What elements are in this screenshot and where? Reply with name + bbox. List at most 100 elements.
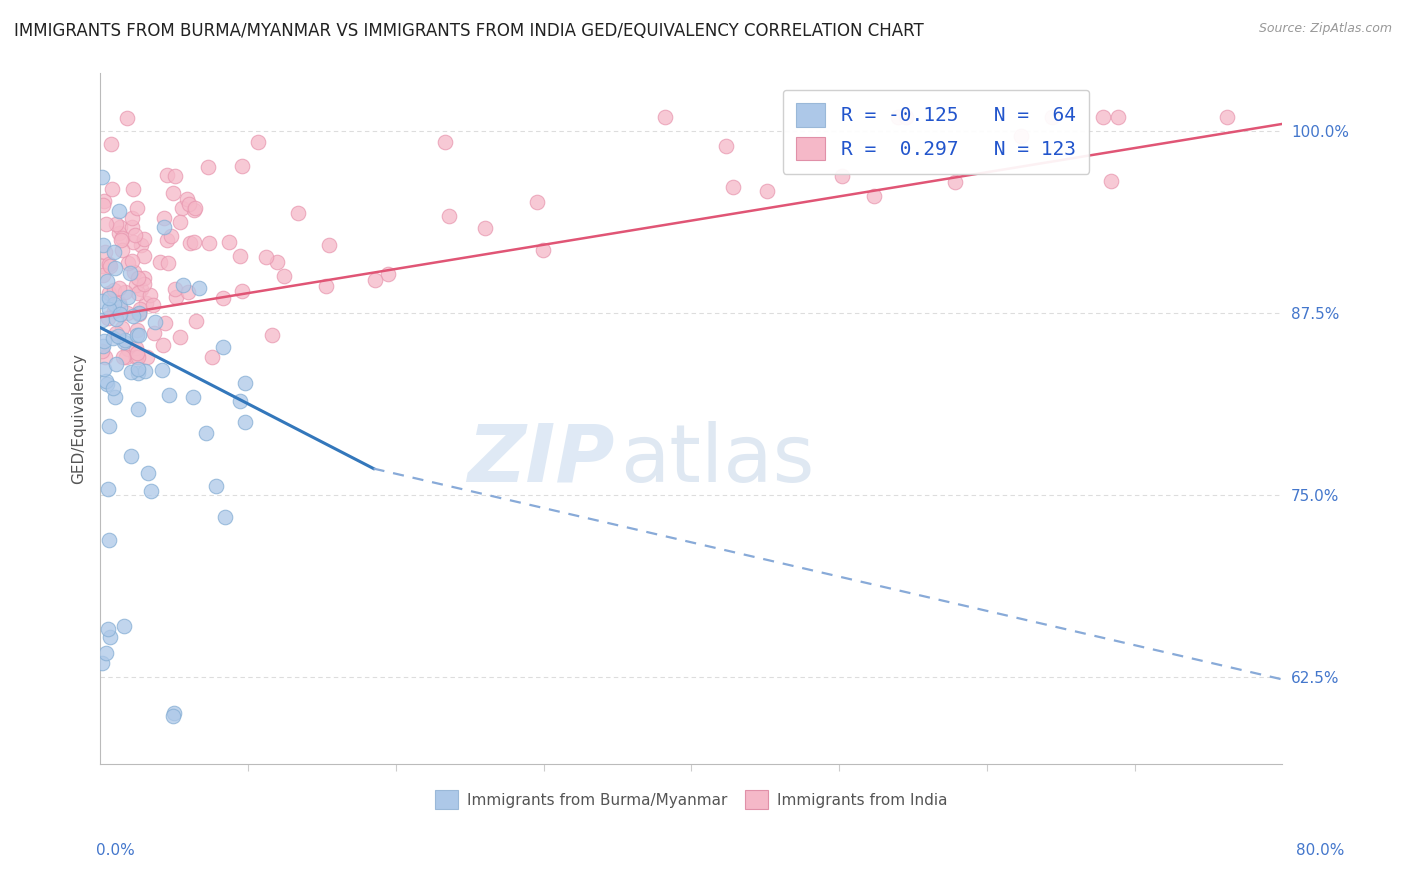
Text: ZIP: ZIP xyxy=(467,421,614,499)
Point xyxy=(128,306,150,320)
Point xyxy=(94,217,117,231)
Point xyxy=(157,388,180,402)
Point xyxy=(96,274,118,288)
Point xyxy=(97,311,120,326)
Point xyxy=(654,110,676,124)
Point xyxy=(162,186,184,200)
Point xyxy=(111,230,134,244)
Point xyxy=(93,361,115,376)
Point xyxy=(172,278,194,293)
Point xyxy=(124,228,146,243)
Point xyxy=(91,268,114,282)
Point xyxy=(184,202,207,216)
Point xyxy=(205,479,228,493)
Point xyxy=(531,243,554,257)
Point xyxy=(318,238,340,252)
Point xyxy=(128,327,150,342)
Point xyxy=(755,184,778,198)
Point xyxy=(125,346,148,360)
Point xyxy=(377,268,399,282)
Point xyxy=(218,235,240,249)
Point xyxy=(117,305,139,319)
Point xyxy=(122,309,145,323)
Point xyxy=(90,260,112,274)
Point xyxy=(1107,110,1129,124)
Point xyxy=(152,219,174,234)
Point xyxy=(714,138,737,153)
Point xyxy=(135,296,157,310)
Point xyxy=(127,366,149,380)
Point xyxy=(98,630,121,644)
Point xyxy=(177,285,200,300)
Point xyxy=(98,259,121,273)
Point xyxy=(115,350,138,364)
Point xyxy=(139,484,162,499)
Point xyxy=(97,257,120,271)
Point xyxy=(247,135,270,149)
Point xyxy=(107,329,129,343)
Point xyxy=(315,279,337,293)
Point xyxy=(110,219,132,234)
Point xyxy=(114,285,136,300)
Point xyxy=(96,376,118,391)
Point xyxy=(97,418,120,433)
Point xyxy=(111,320,134,334)
Point xyxy=(197,160,219,174)
Point xyxy=(122,235,145,250)
Legend: Immigrants from Burma/Myanmar, Immigrants from India: Immigrants from Burma/Myanmar, Immigrant… xyxy=(429,784,955,815)
Point xyxy=(437,209,460,223)
Point xyxy=(127,362,149,376)
Point xyxy=(526,195,548,210)
Point xyxy=(254,250,277,264)
Point xyxy=(266,254,288,268)
Point xyxy=(163,706,186,721)
Point xyxy=(214,510,236,524)
Point xyxy=(98,533,121,547)
Point xyxy=(364,273,387,287)
Point xyxy=(128,285,150,300)
Point xyxy=(94,647,117,661)
Point xyxy=(169,330,191,344)
Point xyxy=(273,269,295,284)
Point xyxy=(212,340,235,354)
Point xyxy=(129,302,152,317)
Point xyxy=(125,341,148,355)
Point xyxy=(132,277,155,291)
Point xyxy=(894,110,917,124)
Point xyxy=(129,238,152,252)
Point xyxy=(127,323,149,337)
Point xyxy=(90,312,112,326)
Point xyxy=(127,350,149,364)
Point xyxy=(117,290,139,304)
Point xyxy=(125,277,148,292)
Point xyxy=(93,198,115,212)
Point xyxy=(91,656,114,670)
Point xyxy=(128,307,150,321)
Point xyxy=(125,350,148,364)
Point xyxy=(1099,174,1122,188)
Point xyxy=(165,290,187,304)
Point xyxy=(1010,129,1032,144)
Point xyxy=(125,201,148,215)
Point xyxy=(143,326,166,340)
Point xyxy=(96,374,118,388)
Point xyxy=(90,343,112,358)
Point xyxy=(121,182,143,196)
Point xyxy=(107,227,129,241)
Point xyxy=(159,228,181,243)
Point xyxy=(93,194,115,208)
Point xyxy=(132,271,155,285)
Point xyxy=(111,243,134,257)
Point xyxy=(112,350,135,364)
Point xyxy=(433,135,456,149)
Point xyxy=(90,293,112,308)
Point xyxy=(157,256,180,270)
Point xyxy=(260,328,283,343)
Point xyxy=(104,260,127,275)
Point xyxy=(721,180,744,194)
Point xyxy=(152,337,174,351)
Point xyxy=(117,342,139,356)
Point xyxy=(93,350,115,364)
Point xyxy=(103,331,125,345)
Point xyxy=(101,181,124,195)
